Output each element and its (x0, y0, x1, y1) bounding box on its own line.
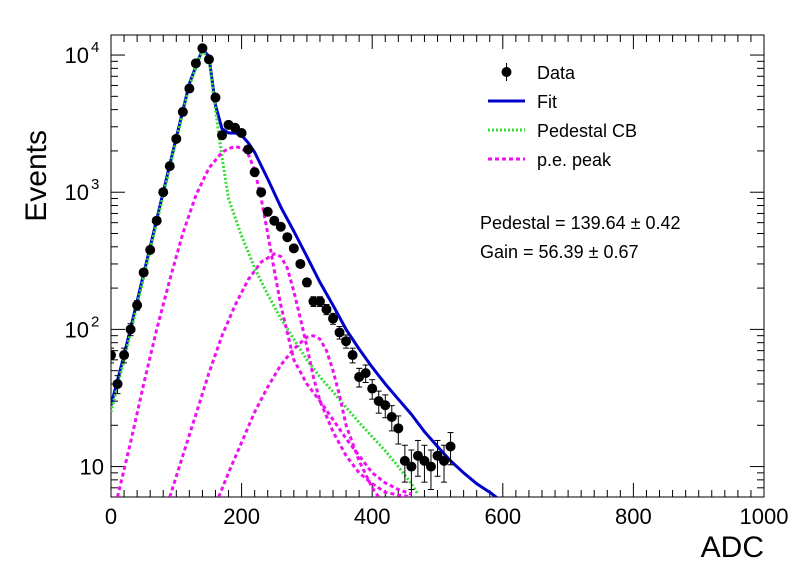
data-point (445, 441, 456, 452)
data-point (321, 304, 332, 315)
data-point (393, 423, 404, 434)
data-point (295, 258, 306, 269)
data-point (184, 83, 195, 94)
data-point (275, 221, 286, 232)
data-point (217, 130, 228, 141)
data-point (112, 378, 123, 389)
data-point (111, 350, 116, 361)
data-point (197, 43, 208, 54)
annotation-gain: Gain = 56.39 ± 0.67 (480, 242, 639, 262)
data-point (138, 267, 149, 278)
y-tick-label: 10 (65, 317, 89, 342)
x-tick-label: 600 (484, 504, 521, 529)
data-point (125, 324, 136, 335)
data-point (439, 455, 450, 466)
data-point (425, 461, 436, 472)
y-tick-label: 10 (65, 180, 89, 205)
data-point (380, 400, 391, 411)
data-point (301, 277, 312, 288)
data-point (249, 167, 260, 178)
data-point (190, 58, 201, 69)
x-tick-label: 800 (615, 504, 652, 529)
data-point (334, 327, 345, 338)
data-point (341, 336, 352, 347)
data-point (256, 187, 267, 198)
data-point (282, 232, 293, 243)
data-points (111, 43, 456, 491)
y-tick-exponent: 4 (91, 39, 99, 56)
annotation-pedestal: Pedestal = 139.64 ± 0.42 (480, 213, 681, 233)
data-point (288, 243, 299, 254)
data-point (367, 383, 378, 394)
legend-label: p.e. peak (537, 150, 612, 170)
legend-label: Data (537, 63, 576, 83)
y-axis-label: Events (20, 130, 53, 222)
data-point (210, 92, 221, 103)
series-line-p-e-peak-3 (217, 334, 380, 497)
x-tick-label: 400 (354, 504, 391, 529)
data-point (399, 455, 410, 466)
data-point (119, 350, 130, 361)
data-point (164, 161, 175, 172)
x-tick-label: 0 (105, 504, 117, 529)
data-point (145, 244, 156, 255)
data-point (236, 128, 247, 139)
data-point (419, 455, 430, 466)
x-tick-label: 1000 (740, 504, 789, 529)
legend: Data Fit Pedestal CB p.e. peak (488, 63, 637, 170)
x-tick-label: 200 (223, 504, 260, 529)
legend-label: Pedestal CB (537, 121, 637, 141)
data-point (386, 411, 397, 422)
data-point (347, 350, 358, 361)
data-point (269, 215, 280, 226)
data-point (203, 54, 214, 65)
y-tick-exponent: 2 (91, 313, 99, 330)
series-line-p-e-peak-2 (168, 252, 412, 497)
y-tick-exponent: 3 (91, 176, 99, 193)
data-point (158, 187, 169, 198)
data-point (360, 368, 371, 379)
y-tick-label: 10 (65, 43, 89, 68)
legend-data-marker (501, 67, 512, 77)
x-axis-ticks: 0 200 400 600 800 1000 (105, 35, 789, 529)
y-tick-label: 10 (80, 455, 104, 480)
data-point (314, 296, 325, 307)
data-point (171, 133, 182, 144)
series-line-fit (111, 47, 499, 497)
fit-curves (111, 47, 499, 497)
x-axis-label: ADC (701, 531, 764, 564)
legend-label: Fit (537, 92, 557, 112)
data-point (328, 313, 339, 324)
data-point (177, 106, 188, 117)
data-point (262, 206, 273, 217)
plot-frame (110, 34, 765, 498)
data-point (406, 461, 417, 472)
data-point (243, 144, 254, 155)
data-point (151, 215, 162, 226)
series-line-pedestal-cb (111, 49, 420, 495)
data-point (132, 300, 143, 311)
